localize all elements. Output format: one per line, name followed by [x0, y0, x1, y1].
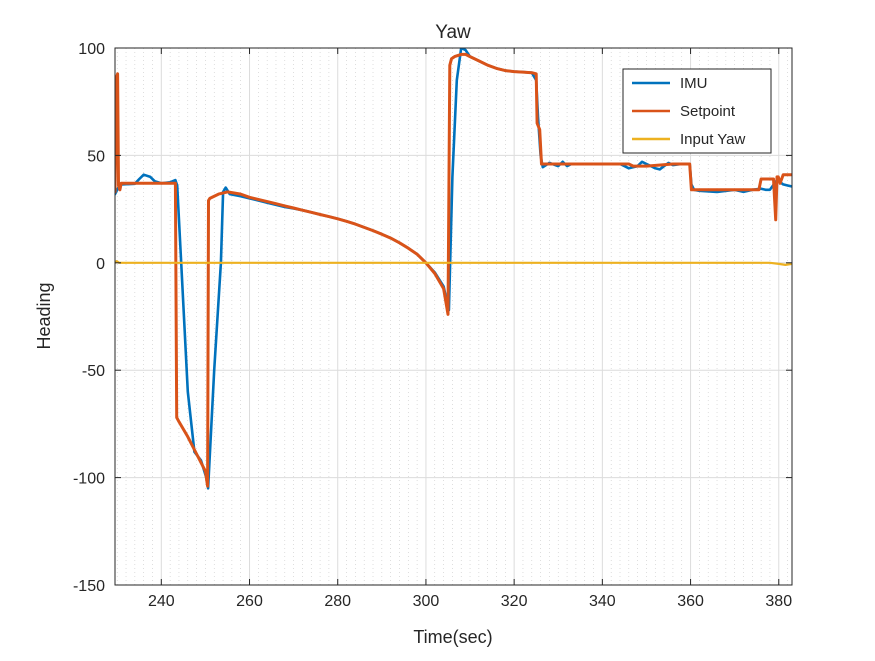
- x-axis-ticks: 240 260 280 300 320 340 360 380: [148, 48, 792, 610]
- series-layer: [115, 48, 792, 490]
- x-tick-label: 260: [236, 593, 263, 610]
- series-line-input-yaw: [115, 260, 792, 266]
- legend-label-setpoint: Setpoint: [680, 103, 736, 120]
- x-tick-label: 320: [501, 593, 528, 610]
- y-tick-label: 100: [78, 41, 105, 58]
- x-tick-label: 360: [677, 593, 704, 610]
- minor-grid: [116, 48, 788, 585]
- y-tick-label: -150: [73, 578, 105, 595]
- x-tick-label: 340: [589, 593, 616, 610]
- y-tick-label: -100: [73, 471, 105, 488]
- chart-title: Yaw: [435, 22, 471, 43]
- y-tick-label: 50: [87, 148, 105, 165]
- x-axis-title: Time(sec): [413, 627, 492, 647]
- x-tick-label: 380: [765, 593, 792, 610]
- legend-label-input-yaw: Input Yaw: [680, 131, 745, 148]
- legend: IMU Setpoint Input Yaw: [622, 68, 772, 154]
- series-line-setpoint: [115, 52, 792, 488]
- legend-label-imu: IMU: [680, 75, 708, 92]
- y-tick-label: -50: [82, 363, 105, 380]
- plot-frame: [114, 47, 793, 586]
- y-axis-title: Heading: [34, 282, 54, 349]
- x-tick-label: 300: [413, 593, 440, 610]
- y-axis-ticks: -150 -100 -50 0 50 100: [73, 41, 792, 595]
- x-tick-label: 240: [148, 593, 175, 610]
- y-tick-label: 0: [96, 256, 105, 273]
- x-tick-label: 280: [324, 593, 351, 610]
